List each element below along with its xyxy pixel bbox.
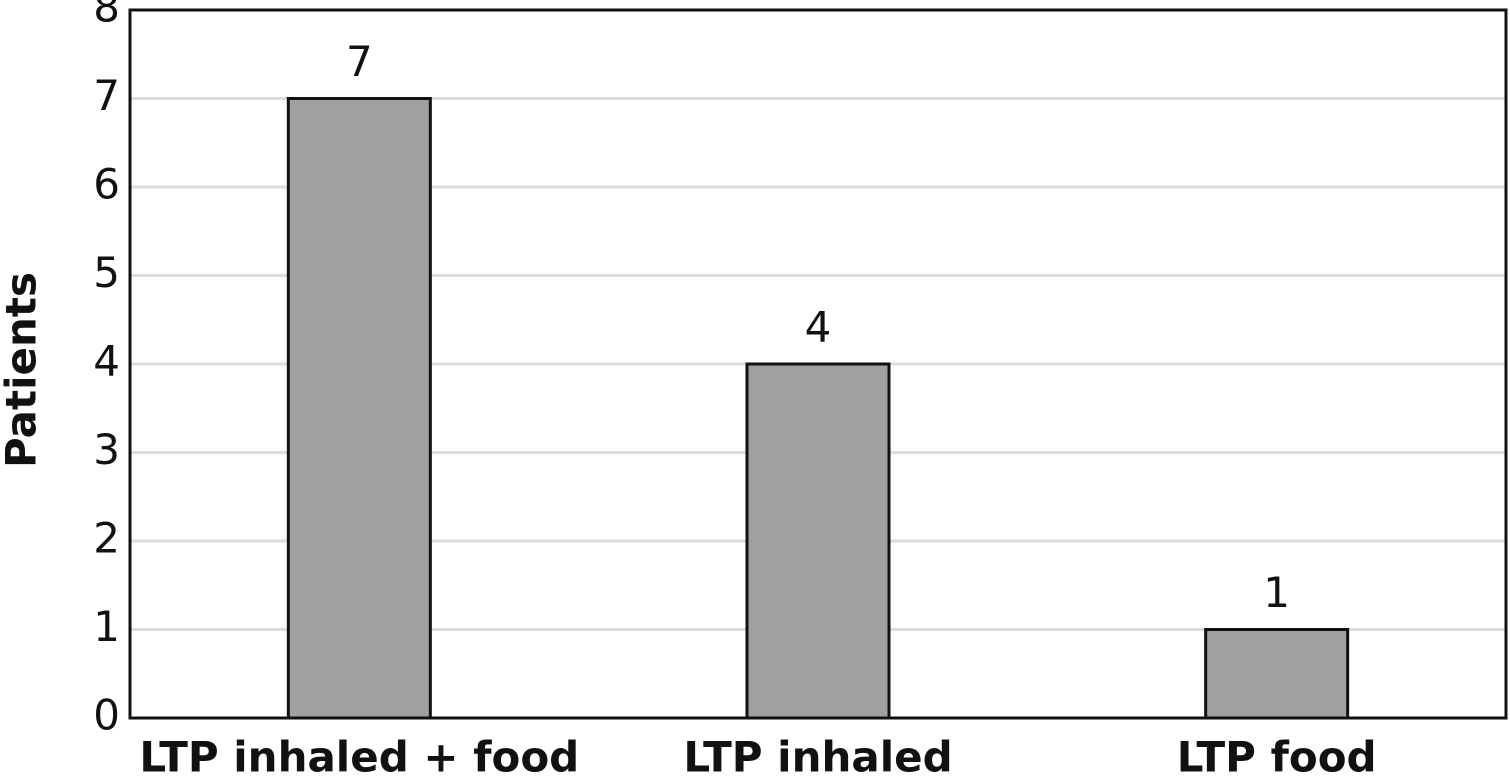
data-label: 4 (805, 303, 832, 352)
x-tick-label: LTP inhaled + food (139, 733, 579, 780)
y-tick-label: 0 (93, 691, 120, 740)
y-tick-label: 3 (93, 425, 120, 474)
y-tick-label: 5 (93, 248, 120, 297)
y-tick-label: 6 (93, 160, 120, 209)
y-tick-label: 1 (93, 602, 120, 651)
x-tick-label: LTP food (1177, 733, 1377, 780)
data-label: 7 (346, 37, 373, 86)
data-label: 1 (1263, 568, 1290, 617)
x-tick-label: LTP inhaled (683, 733, 952, 780)
y-tick-label: 8 (93, 0, 120, 32)
y-tick-label: 7 (93, 71, 120, 120)
bar (745, 362, 891, 720)
y-tick-label: 4 (93, 337, 120, 386)
bar (286, 97, 432, 720)
y-tick-label: 2 (93, 514, 120, 563)
bar (1204, 628, 1350, 720)
y-axis-label: Patients (0, 272, 46, 468)
